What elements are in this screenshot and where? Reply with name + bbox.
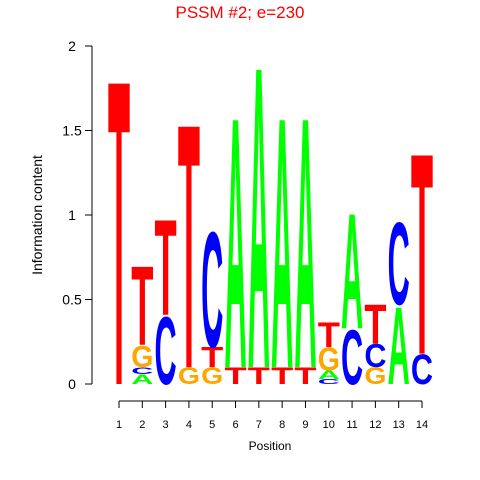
logo-letter: T bbox=[318, 315, 340, 355]
logo-letter: T bbox=[248, 363, 270, 389]
logo-letter: T bbox=[411, 93, 433, 415]
x-tick-label: 4 bbox=[186, 419, 192, 431]
x-tick-label: 3 bbox=[163, 419, 169, 431]
logo-letter: A bbox=[271, 43, 293, 444]
x-tick-label: 11 bbox=[346, 419, 357, 431]
x-tick-label: 8 bbox=[279, 419, 285, 431]
x-tick-label: 13 bbox=[393, 419, 405, 431]
logo-letter: C bbox=[341, 314, 363, 401]
y-tick-label: 2 bbox=[68, 38, 76, 54]
logo-letter: A bbox=[341, 178, 363, 363]
x-tick-label: 9 bbox=[302, 419, 308, 431]
logo-letter: T bbox=[224, 363, 246, 389]
y-tick-label: 1 bbox=[68, 207, 76, 223]
logo-letter: C bbox=[318, 378, 340, 386]
logo-letter: T bbox=[294, 363, 316, 389]
x-axis-label: Position bbox=[249, 439, 292, 453]
logo-letter: G bbox=[318, 341, 340, 378]
logo-letter: T bbox=[155, 191, 177, 344]
logo-letter: A bbox=[224, 43, 246, 444]
logo-letter: G bbox=[131, 339, 153, 373]
logo-letter: G bbox=[364, 363, 386, 389]
logo-letter: C bbox=[388, 199, 410, 331]
x-tick-label: 12 bbox=[369, 419, 381, 431]
logo-letter: C bbox=[131, 365, 153, 376]
logo-letter: A bbox=[318, 368, 340, 381]
logo-letter: A bbox=[131, 371, 153, 387]
x-tick-label: 14 bbox=[416, 419, 428, 431]
x-tick-label: 6 bbox=[232, 419, 238, 431]
x-tick-label: 1 bbox=[116, 419, 122, 431]
logo-letter: A bbox=[388, 284, 410, 408]
logo-letter: T bbox=[271, 363, 293, 389]
y-tick-label: 0.5 bbox=[62, 292, 82, 308]
logo-letter: C bbox=[155, 296, 177, 404]
logo-letter: G bbox=[201, 363, 223, 389]
x-tick-label: 5 bbox=[209, 419, 215, 431]
logo-letter: T bbox=[364, 293, 386, 356]
logo-letter: C bbox=[201, 197, 223, 382]
x-tick-label: 10 bbox=[323, 419, 335, 431]
logo-letter: T bbox=[201, 341, 223, 373]
logo-letter: T bbox=[178, 52, 200, 442]
logo-letter: T bbox=[108, 0, 130, 478]
logo-letter: T bbox=[131, 242, 153, 369]
y-tick-label: 0 bbox=[68, 376, 76, 392]
x-tick-label: 2 bbox=[139, 419, 145, 431]
x-tick-label: 7 bbox=[256, 419, 262, 431]
logo-letter: A bbox=[248, 0, 270, 459]
logo-letter: A bbox=[294, 43, 316, 444]
y-axis-label: Information content bbox=[29, 155, 45, 275]
y-tick-label: 1.5 bbox=[62, 123, 82, 139]
logo-letter: C bbox=[364, 337, 386, 374]
logo-letter: C bbox=[411, 346, 433, 394]
chart-title: PSSM #2; e=230 bbox=[175, 3, 304, 22]
logo-letter: G bbox=[178, 363, 200, 389]
